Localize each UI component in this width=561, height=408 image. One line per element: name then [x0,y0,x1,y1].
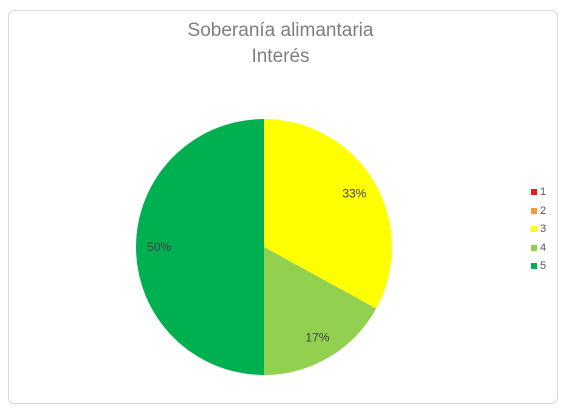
data-label-5: 50% [147,240,171,254]
legend-label-2: 2 [540,204,547,217]
legend-label-4: 4 [540,241,547,254]
legend-item-2: 2 [531,202,546,221]
chart-title-block: Soberanía alimantaria Interés [0,18,561,70]
data-label-3: 33% [342,187,366,201]
pie-slice-5 [136,119,264,375]
legend-item-4: 4 [531,239,546,258]
legend-item-1: 1 [531,183,546,202]
legend-swatch-3 [531,226,537,233]
legend-label-1: 1 [540,186,547,199]
legend-label-5: 5 [540,260,547,273]
pie-slice-4 [264,247,377,375]
legend-item-5: 5 [531,257,546,276]
data-label-4: 17% [305,330,329,344]
chart-title: Soberanía alimantaria [187,20,374,41]
legend: 1 2 3 4 5 [531,183,546,276]
legend-swatch-4 [531,244,537,251]
legend-swatch-1 [531,189,537,196]
legend-label-3: 3 [540,223,547,236]
legend-swatch-5 [531,263,537,270]
chart-subtitle: Interés [251,46,310,67]
pie-slice-3 [264,119,392,309]
legend-swatch-2 [531,207,537,214]
legend-item-3: 3 [531,220,546,239]
